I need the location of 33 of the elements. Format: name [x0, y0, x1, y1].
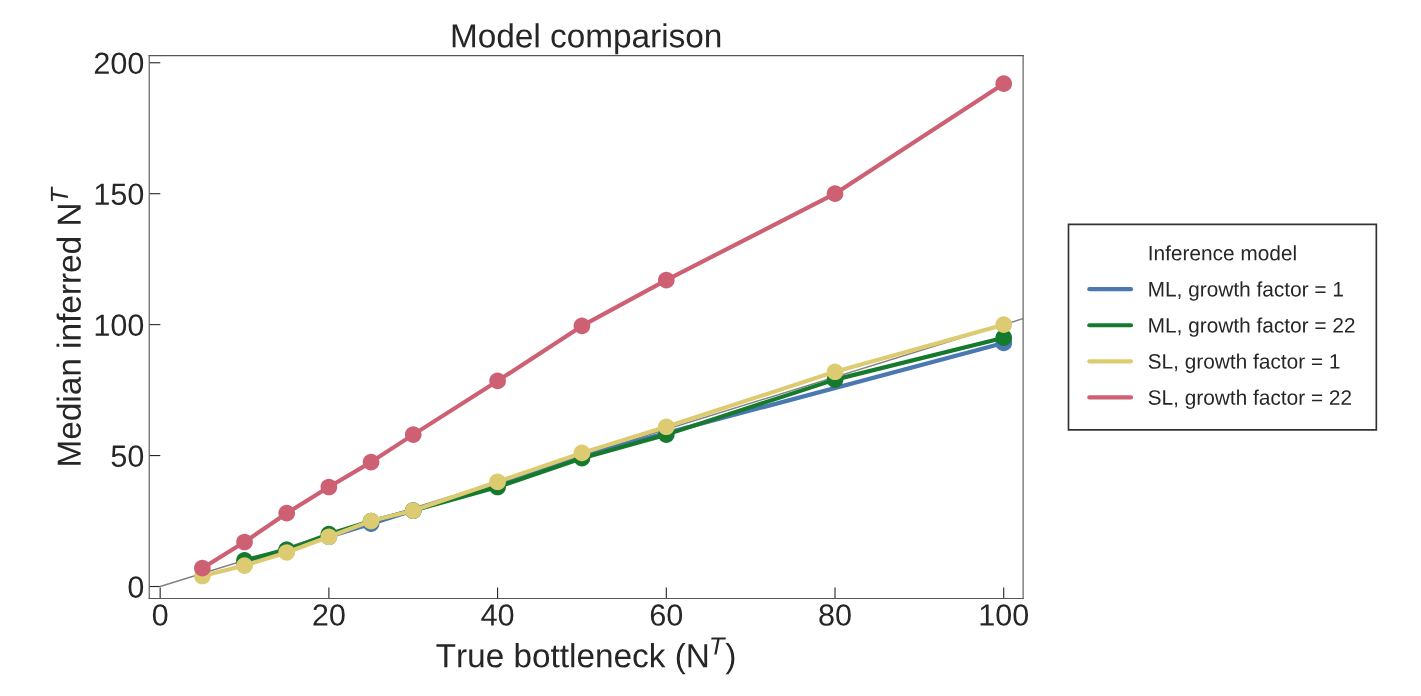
y-tick-label: 150 [95, 183, 144, 206]
point [278, 504, 296, 522]
x-tick-label: 80 [819, 604, 851, 626]
point [320, 478, 338, 496]
legend-label: SL, growth factor = 22 [1148, 389, 1352, 409]
x-tick-label: 40 [481, 604, 514, 626]
legend-label: ML, growth factor = 22 [1149, 317, 1355, 337]
point [573, 317, 591, 335]
point [826, 185, 844, 203]
point [657, 418, 675, 436]
point [194, 559, 211, 577]
point [362, 453, 380, 471]
point [995, 316, 1013, 333]
y-tick-label: 100 [95, 314, 144, 336]
point [995, 75, 1013, 93]
y-tick-label: 0 [128, 576, 144, 598]
x-axis-title: True bottleneck (N$^{T}$) [436, 637, 735, 675]
y-axis-title: Median inferred N$^{T}$ [50, 186, 81, 465]
x-tick-label: 0 [152, 604, 168, 626]
point [404, 426, 422, 443]
y-tick-label: 200 [94, 52, 144, 75]
y-tick-label: 50 [111, 445, 144, 467]
point [826, 363, 844, 381]
x-tick-label: 100 [980, 604, 1029, 626]
x-tick-label: 20 [313, 604, 345, 626]
x-tick-label: 60 [650, 604, 683, 626]
legend-label: SL, growth factor = 1 [1148, 353, 1340, 373]
point [489, 372, 506, 390]
chart-title: Model comparison [452, 23, 721, 55]
point [657, 271, 675, 289]
legend-title: Inference model [1149, 245, 1296, 261]
point [236, 533, 253, 551]
legend-label: ML, growth factor = 1 [1149, 281, 1343, 301]
